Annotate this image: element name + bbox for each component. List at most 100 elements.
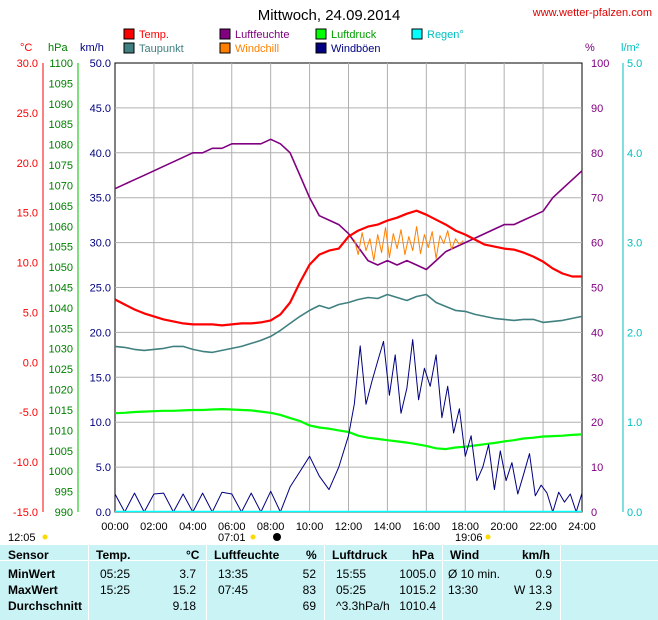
time-tick-label: 18:00 — [451, 521, 479, 533]
humidity-tick-label: 0 — [591, 507, 597, 519]
series-line-luftfeuchte — [114, 138, 583, 271]
stats-cell-hum-time: 07:45 — [218, 583, 249, 597]
stats-cell-temp-val: 9.18 — [172, 599, 196, 613]
legend-label: Luftfeuchte — [235, 29, 289, 41]
sunset-icon — [485, 534, 491, 540]
humidity-tick-label: 40 — [591, 327, 603, 339]
humidity-tick-label: 10 — [591, 462, 603, 474]
series-line-luftdruck — [114, 408, 583, 451]
rain-tick-label: 2.0 — [627, 327, 642, 339]
pressure-tick-label: 1090 — [49, 99, 73, 111]
stats-header-pressure: Luftdruck — [332, 548, 388, 562]
rain-axis-unit: l/m² — [621, 42, 640, 54]
temp-tick-label: 20.0 — [17, 158, 38, 170]
pressure-tick-label: 1030 — [49, 344, 73, 356]
wind-tick-label: 10.0 — [90, 417, 111, 429]
humidity-tick-label: 90 — [591, 103, 603, 115]
pressure-tick-label: 1005 — [49, 446, 73, 458]
temp-axis-unit: °C — [20, 42, 32, 54]
stats-cell-hum-val: 83 — [302, 583, 316, 597]
humidity-tick-label: 60 — [591, 238, 603, 250]
legend-label: Taupunkt — [139, 43, 184, 55]
time-tick-label: 04:00 — [179, 521, 207, 533]
stats-cell-temp-val: 15.2 — [172, 583, 196, 597]
stats-cell-label: MinWert — [8, 567, 56, 581]
temp-tick-label: 5.0 — [23, 307, 38, 319]
statistics-table: Sensor Temp. °C Luftfeuchte % Luftdruck … — [0, 545, 658, 620]
pressure-tick-label: 1100 — [49, 58, 73, 70]
stats-header-sensor: Sensor — [8, 548, 49, 562]
stats-cell-wind-val: W 13.3 — [513, 583, 552, 597]
time-tick-label: 20:00 — [490, 521, 518, 533]
pressure-tick-label: 1060 — [49, 221, 73, 233]
stats-cell-press-val: 1010.4 — [399, 599, 436, 613]
time-tick-label: 12:00 — [335, 521, 363, 533]
stats-cell-hum-val: 52 — [302, 567, 316, 581]
stats-header-humidity: Luftfeuchte — [214, 548, 280, 562]
rain-tick-label: 0.0 — [627, 507, 642, 519]
stats-header-pressure-unit: hPa — [412, 548, 435, 562]
pressure-tick-label: 1070 — [49, 180, 73, 192]
wind-tick-label: 25.0 — [90, 283, 111, 295]
pressure-tick-label: 1015 — [49, 405, 73, 417]
legend-swatch — [219, 28, 231, 40]
humidity-tick-label: 30 — [591, 372, 603, 384]
pressure-tick-label: 1010 — [49, 425, 73, 437]
site-link[interactable]: www.wetter-pfalzen.com — [532, 7, 652, 19]
rain-tick-label: 5.0 — [627, 58, 642, 70]
pressure-tick-label: 990 — [55, 507, 73, 519]
stats-cell-press-time: 15:55 — [336, 567, 367, 581]
legend-swatch — [123, 28, 135, 40]
wind-tick-label: 15.0 — [90, 372, 111, 384]
pressure-tick-label: 1045 — [49, 283, 73, 295]
moon-icon — [273, 533, 281, 541]
humidity-tick-label: 20 — [591, 417, 603, 429]
wind-tick-label: 20.0 — [90, 327, 111, 339]
stats-cell-label: Durchschnitt — [8, 599, 83, 613]
time-tick-label: 16:00 — [413, 521, 441, 533]
temp-tick-label: 0.0 — [23, 357, 38, 369]
stats-header-humidity-unit: % — [306, 548, 317, 562]
legend-label: Luftdruck — [331, 29, 377, 41]
series-line-temp — [114, 209, 582, 327]
stats-cell-label: MaxWert — [8, 583, 58, 597]
stats-cell-temp-val: 3.7 — [179, 567, 196, 581]
pressure-tick-label: 1040 — [49, 303, 73, 315]
humidity-tick-label: 80 — [591, 148, 603, 160]
temp-tick-label: -15.0 — [13, 507, 38, 519]
pressure-tick-label: 1020 — [49, 385, 73, 397]
wind-tick-label: 50.0 — [90, 58, 111, 70]
humidity-axis-unit: % — [585, 42, 595, 54]
stats-cell-temp-time: 15:25 — [100, 583, 131, 597]
humidity-tick-label: 70 — [591, 193, 603, 205]
pressure-tick-label: 1080 — [49, 140, 73, 152]
stats-cell-temp-time: 05:25 — [100, 567, 131, 581]
legend-swatch — [315, 42, 327, 54]
dusk-time-label: 19:06 — [455, 532, 483, 544]
pressure-tick-label: 995 — [55, 487, 73, 499]
series-line-windben — [114, 339, 583, 513]
pressure-tick-label: 1050 — [49, 262, 73, 274]
legend: Temp. Luftfeuchte Luftdruck Regen° Taupunkt W… — [123, 28, 464, 55]
dawn-time-label: 07:01 — [218, 532, 246, 544]
stats-cell-press-time: 05:25 — [336, 583, 367, 597]
pressure-tick-label: 1085 — [49, 119, 73, 131]
humidity-tick-label: 100 — [591, 58, 609, 70]
pressure-tick-label: 1075 — [49, 160, 73, 172]
stats-header-wind-unit: km/h — [522, 548, 551, 562]
stats-cell-press-time: ^3.3hPa/h — [336, 599, 390, 613]
stats-header-wind: Wind — [450, 548, 480, 562]
stats-cell-press-val: 1015.2 — [399, 583, 436, 597]
temp-tick-label: 15.0 — [17, 208, 38, 220]
stats-cell-wind-val: 2.9 — [535, 599, 552, 613]
wind-tick-label: 35.0 — [90, 193, 111, 205]
legend-label: Temp. — [139, 29, 169, 41]
pressure-tick-label: 1025 — [49, 364, 73, 376]
time-tick-label: 10:00 — [296, 521, 324, 533]
legend-label: Windchill — [235, 43, 279, 55]
legend-label: Regen° — [427, 29, 464, 41]
chart-title: Mittwoch, 24.09.2014 — [258, 7, 401, 24]
series-line-taupunkt — [114, 293, 583, 354]
wind-axis-unit: km/h — [80, 42, 104, 54]
start-time-label: 12:05 — [8, 532, 36, 544]
